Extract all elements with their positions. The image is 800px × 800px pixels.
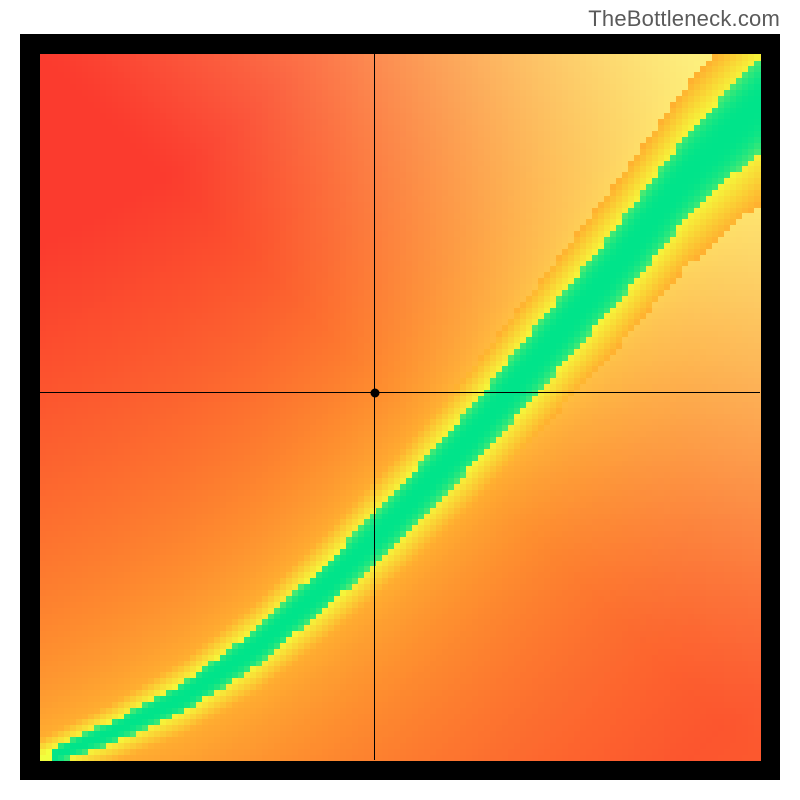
heatmap-canvas: [20, 34, 780, 780]
plot-frame: [20, 34, 780, 780]
crosshair-horizontal: [40, 392, 760, 393]
crosshair-vertical: [374, 54, 375, 760]
watermark-text: TheBottleneck.com: [588, 6, 780, 32]
crosshair-dot: [370, 388, 379, 397]
chart-container: TheBottleneck.com: [0, 0, 800, 800]
